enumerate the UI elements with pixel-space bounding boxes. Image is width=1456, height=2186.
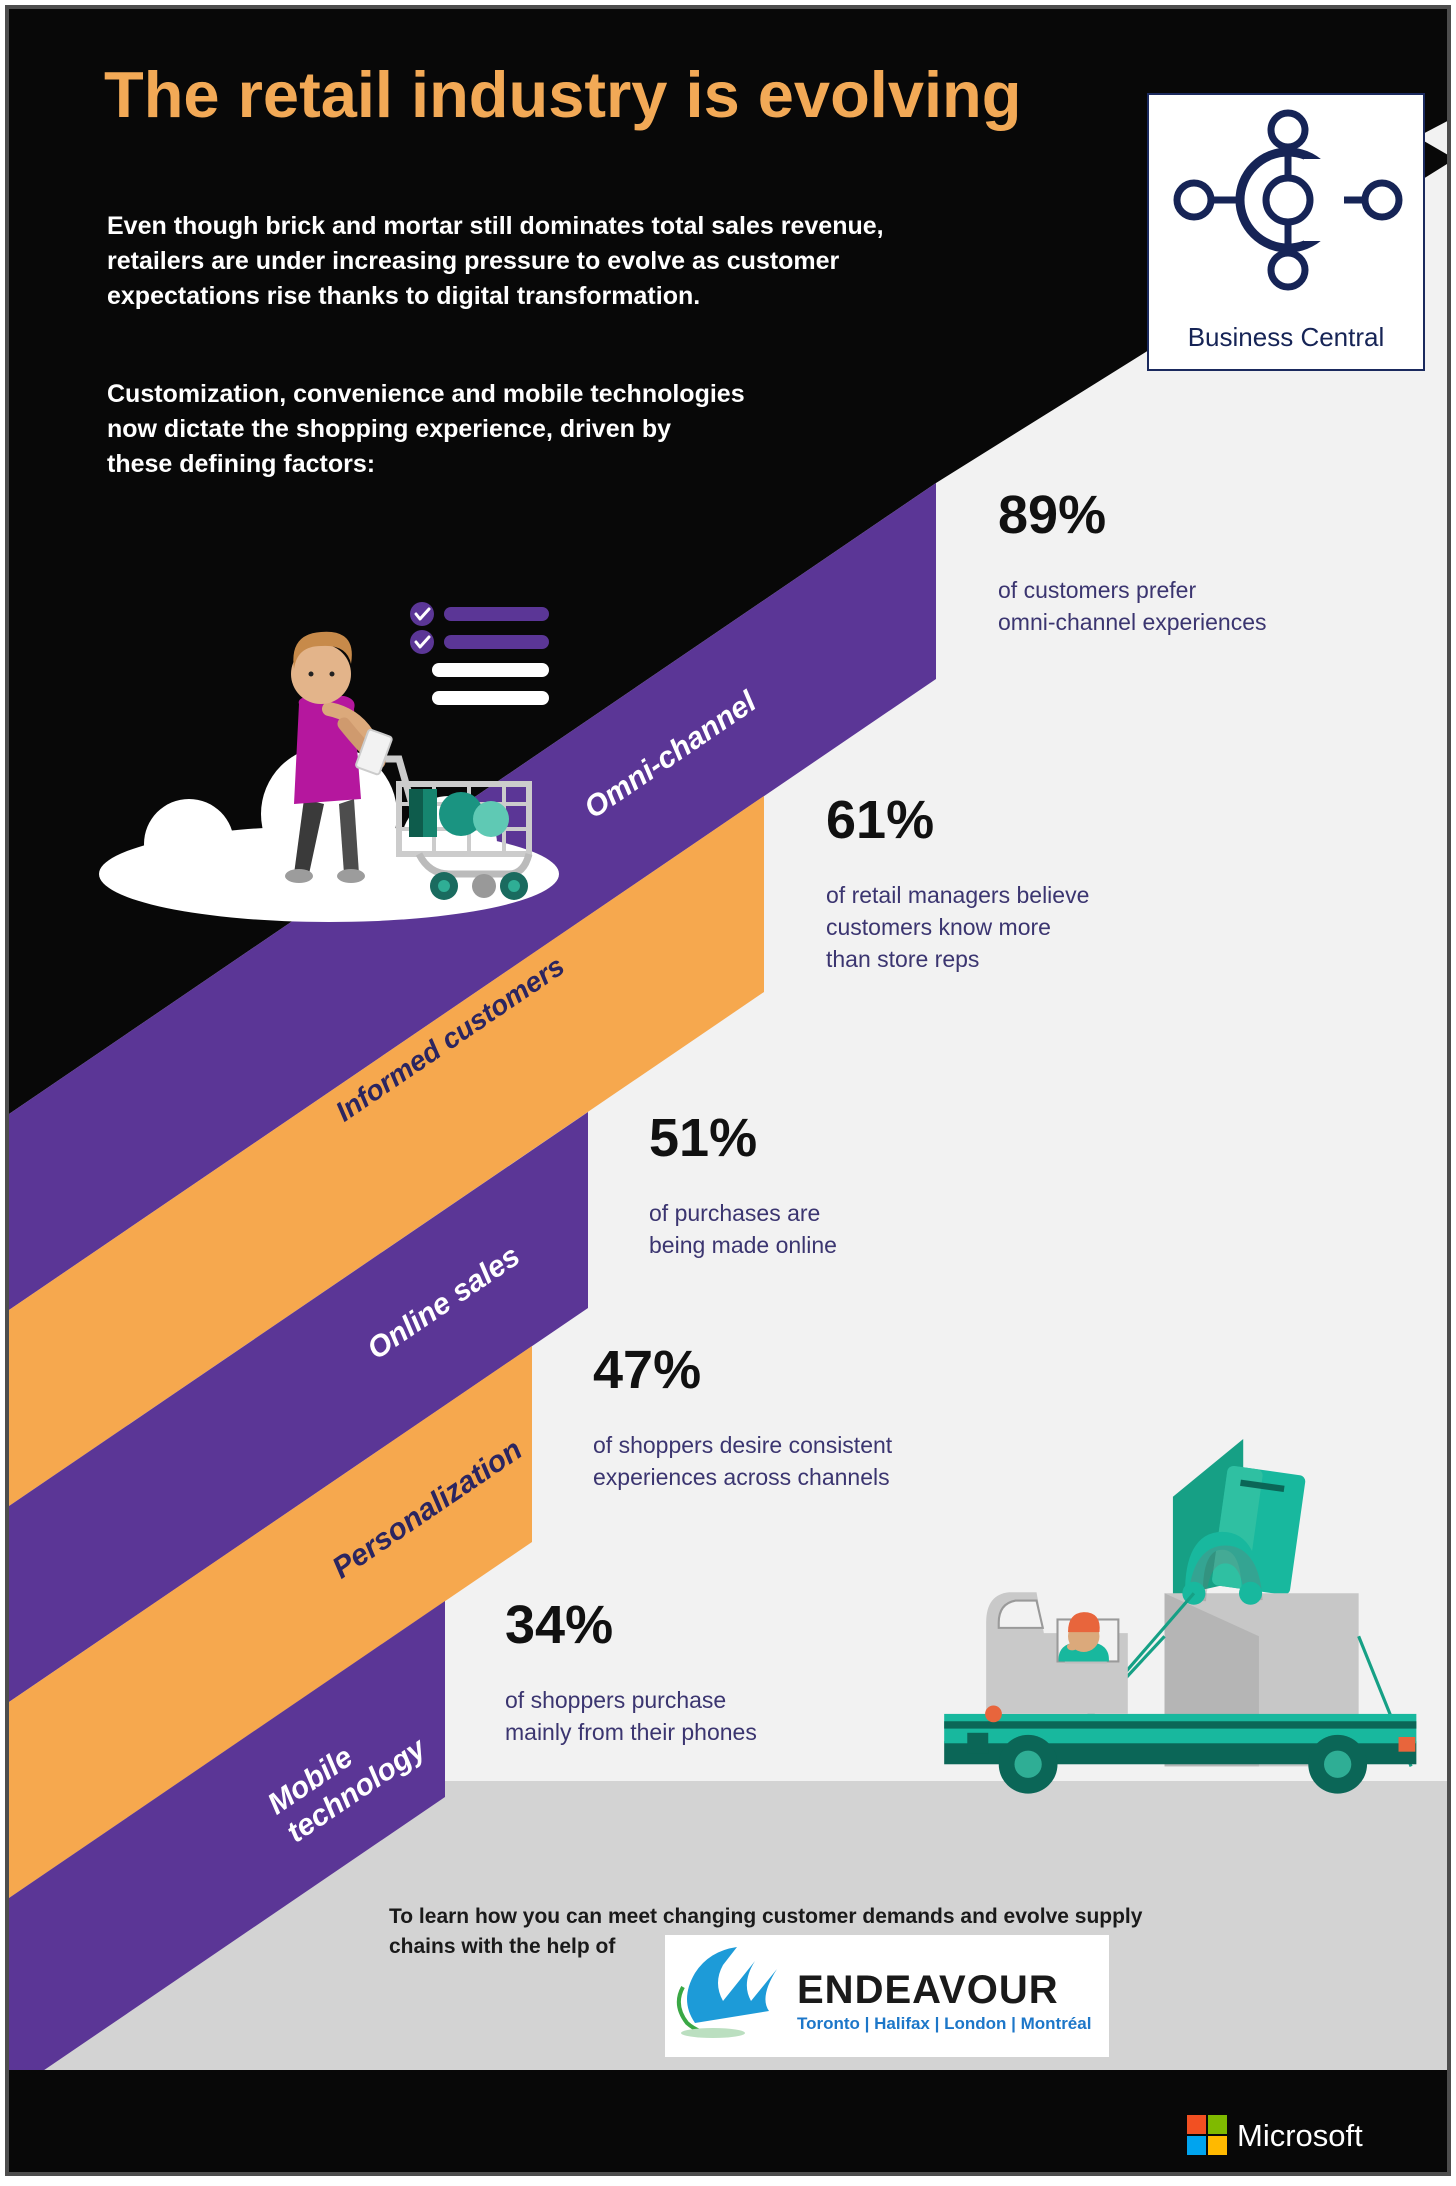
svg-text:Microsoft: Microsoft [1237,2118,1363,2153]
svg-text:Toronto | Halifax | London | M: Toronto | Halifax | London | Montréal [797,2014,1091,2033]
svg-text:ENDEAVOUR: ENDEAVOUR [797,1968,1059,2012]
